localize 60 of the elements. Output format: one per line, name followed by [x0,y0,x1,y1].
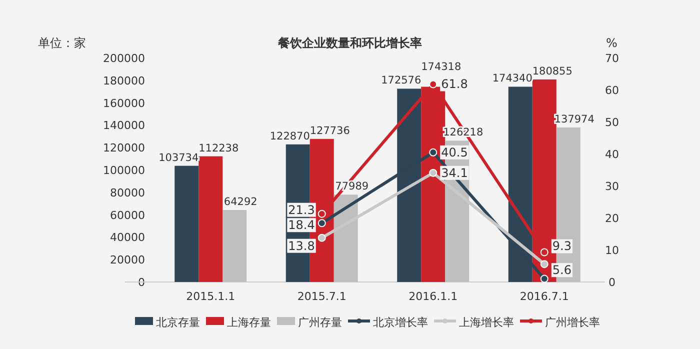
y-tick-label: 60000 [110,208,145,222]
data-label: 40.5 [441,145,468,160]
point [429,80,438,88]
y-tick-label: 20000 [110,254,145,267]
legend-label: 上海存量 [227,316,271,329]
data-label: 61.8 [441,77,468,92]
legend-label: 上海增长率 [459,316,514,329]
point [318,234,326,242]
data-label: 122870 [270,130,310,142]
x-tick-label: 2016.1.1 [408,290,458,303]
chart-title: 餐饮企业数量和环比增长率 [277,36,422,50]
y-tick-label: 140000 [103,119,145,132]
x-tick-label: 2015.1.1 [186,290,236,303]
point [540,248,548,256]
data-label: 13.8 [288,238,315,253]
data-label: 112238 [198,142,239,154]
data-label: 172576 [381,74,422,87]
y2-axis-title: % [606,36,618,50]
data-label: 64292 [224,196,258,208]
y-tick-label: 180000 [103,74,145,88]
data-label: 5.6 [552,263,572,278]
point [429,168,438,177]
y2-tick-label: 0 [608,276,616,289]
x-tick-label: 2015.7.1 [297,290,346,303]
legend-label: 北京存量 [156,316,200,329]
point [318,219,326,228]
data-label: 180855 [532,65,572,78]
data-label: 18.4 [288,218,315,232]
legend-label: 北京增长率 [373,316,428,329]
bar [222,210,247,282]
point [540,260,548,268]
legend-label: 广州增长率 [545,316,600,329]
x-tick-label: 2016.7.1 [520,290,569,303]
data-label: 34.1 [441,166,468,180]
y2-tick-label: 20 [605,212,619,225]
y-tick-label: 80000 [110,186,145,200]
data-label: 103734 [158,152,199,164]
y-tick-label: 100000 [103,164,145,177]
y2-tick-label: 60 [605,84,619,97]
data-label: 127736 [310,124,350,137]
y-tick-label: 40000 [110,231,145,244]
legend-label: 广州存量 [298,316,342,329]
data-label: 174340 [492,72,532,85]
y2-tick-label: 30 [605,180,619,193]
point [318,210,326,218]
y2-tick-label: 70 [605,52,619,65]
y-axis-title: 单位：家 [38,36,86,50]
data-label: 174318 [421,60,462,73]
point [429,148,438,156]
y2-tick-label: 50 [605,116,619,129]
y2-tick-label: 10 [605,244,619,257]
y-tick-label: 200000 [103,52,145,65]
bar [198,156,223,282]
point [540,274,548,283]
y-tick-label: 160000 [103,96,145,110]
data-label: 21.3 [288,202,315,217]
data-label: 9.3 [552,239,572,254]
y-tick-label: 120000 [103,142,145,155]
bar [174,166,199,282]
y2-tick-label: 40 [605,148,619,161]
